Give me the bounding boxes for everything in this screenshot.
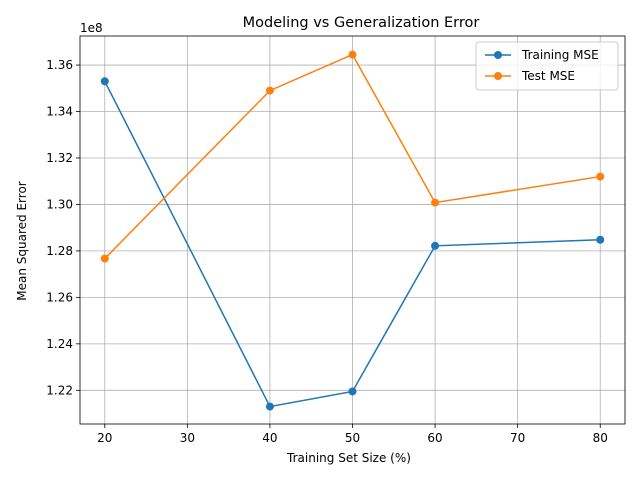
- data-point: [431, 241, 440, 250]
- data-point: [265, 86, 274, 95]
- y-tick-label: 1.28: [46, 244, 73, 258]
- data-point: [596, 172, 605, 181]
- y-axis-label: Mean Squared Error: [15, 181, 29, 301]
- x-tick-label: 80: [593, 431, 608, 445]
- x-tick-label: 60: [427, 431, 442, 445]
- data-point: [100, 254, 109, 263]
- y-tick-label: 1.30: [46, 197, 73, 211]
- grid: [80, 36, 625, 424]
- legend-entry: Test MSE: [521, 69, 575, 83]
- legend-marker: [494, 72, 502, 80]
- y-tick-label: 1.22: [46, 383, 73, 397]
- y-tick-label: 1.34: [46, 105, 73, 119]
- legend: Training MSE Test MSE: [475, 41, 619, 91]
- legend-box: [475, 41, 619, 91]
- y-tick-label: 1.32: [46, 151, 73, 165]
- y-tick-label: 1.26: [46, 290, 73, 304]
- data-point: [100, 77, 109, 86]
- x-tick-label: 20: [97, 431, 112, 445]
- data-point: [348, 50, 357, 59]
- data-point: [348, 387, 357, 396]
- y-tick-label: 1.36: [46, 58, 73, 72]
- data-point: [265, 402, 274, 411]
- legend-entry: Training MSE: [521, 48, 599, 62]
- data-point: [596, 235, 605, 244]
- y-offset-label: 1e8: [80, 21, 103, 35]
- ticks: 20 30 40 50 60 70 80 1.22 1.24 1.26 1.28 1.30 1.32 1.…: [46, 58, 608, 445]
- x-tick-label: 40: [262, 431, 277, 445]
- x-axis-label: Training Set Size (%): [286, 451, 411, 465]
- x-tick-label: 30: [180, 431, 195, 445]
- y-tick-label: 1.24: [46, 337, 73, 351]
- x-tick-label: 50: [345, 431, 360, 445]
- x-tick-label: 70: [510, 431, 525, 445]
- legend-marker: [494, 51, 502, 59]
- data-point: [431, 198, 440, 207]
- series-layer: [100, 50, 605, 411]
- chart-title: Modeling vs Generalization Error: [243, 15, 480, 31]
